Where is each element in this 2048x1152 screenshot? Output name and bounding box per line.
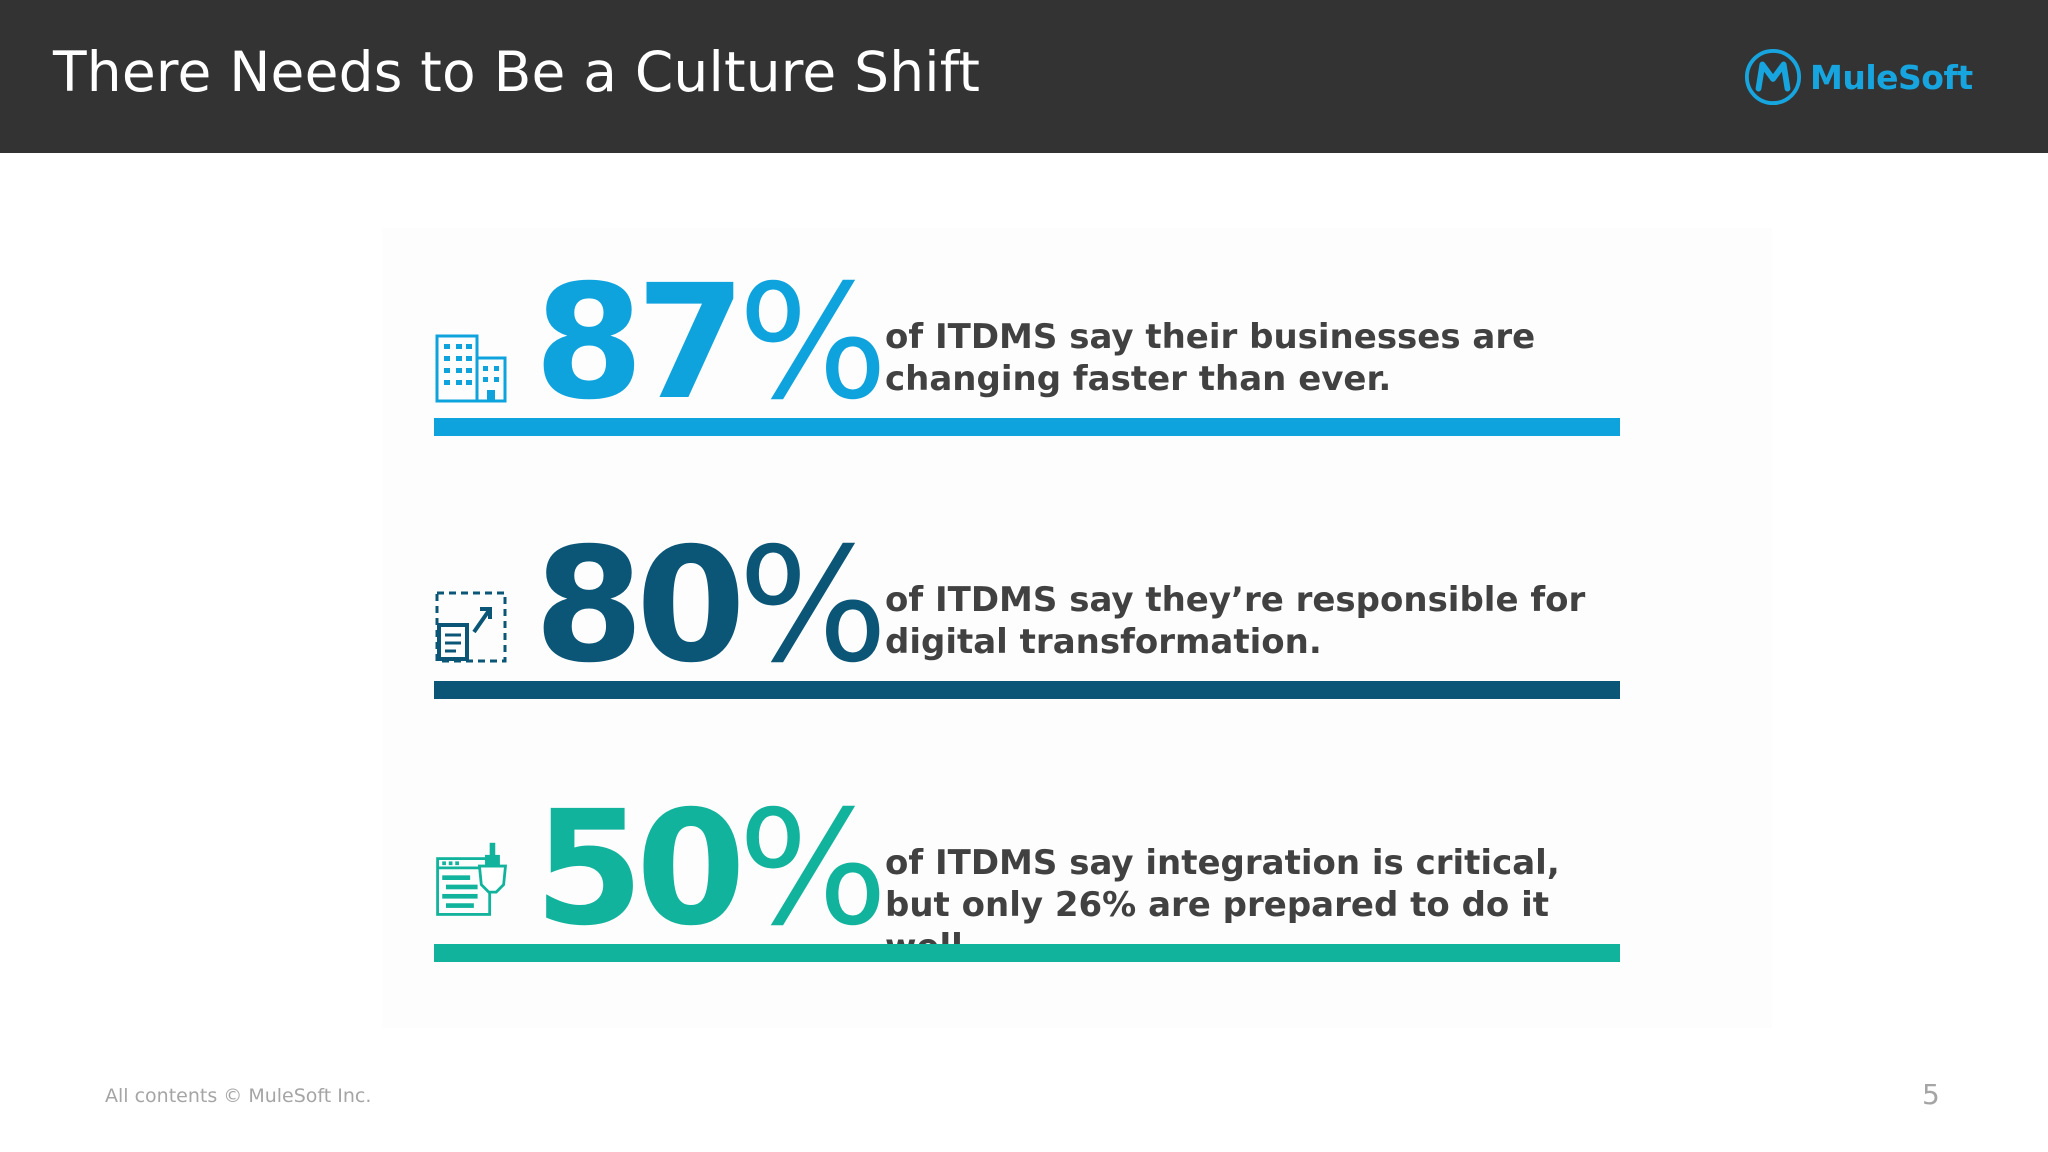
percent-symbol-3: % — [737, 777, 888, 961]
stat-value-3: 50 — [534, 777, 746, 961]
percent-symbol-2: % — [737, 514, 888, 698]
stat-row-3: 50% of ITDMS say integration is critical… — [434, 790, 1620, 967]
building-icon — [435, 334, 507, 403]
logo-text: MuleSoft — [1810, 57, 1973, 97]
integration-plug-icon — [436, 842, 508, 916]
stat-bar-1 — [434, 418, 1620, 436]
header-bar: There Needs to Be a Culture Shift MuleSo… — [0, 0, 2048, 153]
percent-symbol-1: % — [737, 251, 888, 435]
stat-percent-1: 87% — [534, 264, 888, 422]
copyright-text: All contents © MuleSoft Inc. — [105, 1085, 372, 1107]
stat-description-2: of ITDMS say they’re responsible for dig… — [885, 580, 1586, 662]
slide-title: There Needs to Be a Culture Shift — [53, 40, 981, 104]
stat-row-2: 80% of ITDMS say they’re responsible for… — [434, 527, 1620, 701]
page-number: 5 — [1922, 1078, 1940, 1111]
transform-document-icon — [435, 591, 507, 663]
stat-percent-2: 80% — [534, 527, 888, 685]
mulesoft-logo-icon — [1744, 48, 1802, 106]
stat-bar-3 — [434, 944, 1620, 962]
mulesoft-logo: MuleSoft — [1744, 46, 1973, 108]
stat-percent-3: 50% — [534, 790, 888, 948]
stat-value-2: 80 — [534, 514, 746, 698]
stat-bar-2 — [434, 681, 1620, 699]
infographic-panel — [382, 228, 1772, 1028]
stat-value-1: 87 — [534, 251, 746, 435]
stat-row-1: 87% of ITDMS say their businesses are ch… — [434, 264, 1620, 438]
stat-description-1: of ITDMS say their businesses are changi… — [885, 317, 1536, 399]
